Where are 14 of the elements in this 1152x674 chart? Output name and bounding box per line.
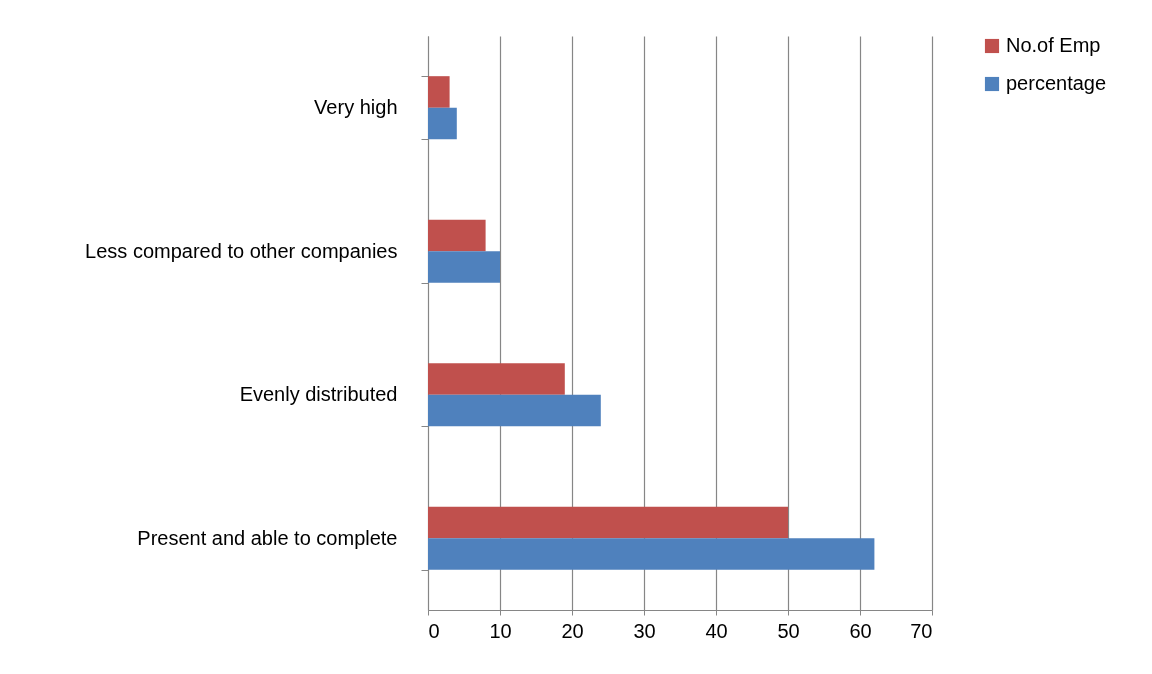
legend-label: percentage (1006, 72, 1107, 94)
x-tick-label: 0 (428, 619, 440, 642)
x-tick-label: 70 (910, 619, 933, 642)
x-tick-label: 40 (705, 619, 728, 642)
x-tick-label: 20 (561, 619, 584, 642)
y-tick-label: Present and able to complete (137, 526, 398, 549)
y-tick-label: Less compared to other companies (85, 239, 398, 262)
x-tick-label: 10 (489, 619, 512, 642)
y-tick-label: Very high (314, 96, 398, 119)
x-tick-label: 60 (849, 619, 872, 642)
legend-label: No.of Emp (1006, 34, 1101, 56)
x-tick-label: 30 (633, 619, 656, 642)
x-tick-label: 50 (777, 619, 800, 642)
y-tick-label: Evenly distributed (239, 383, 398, 406)
